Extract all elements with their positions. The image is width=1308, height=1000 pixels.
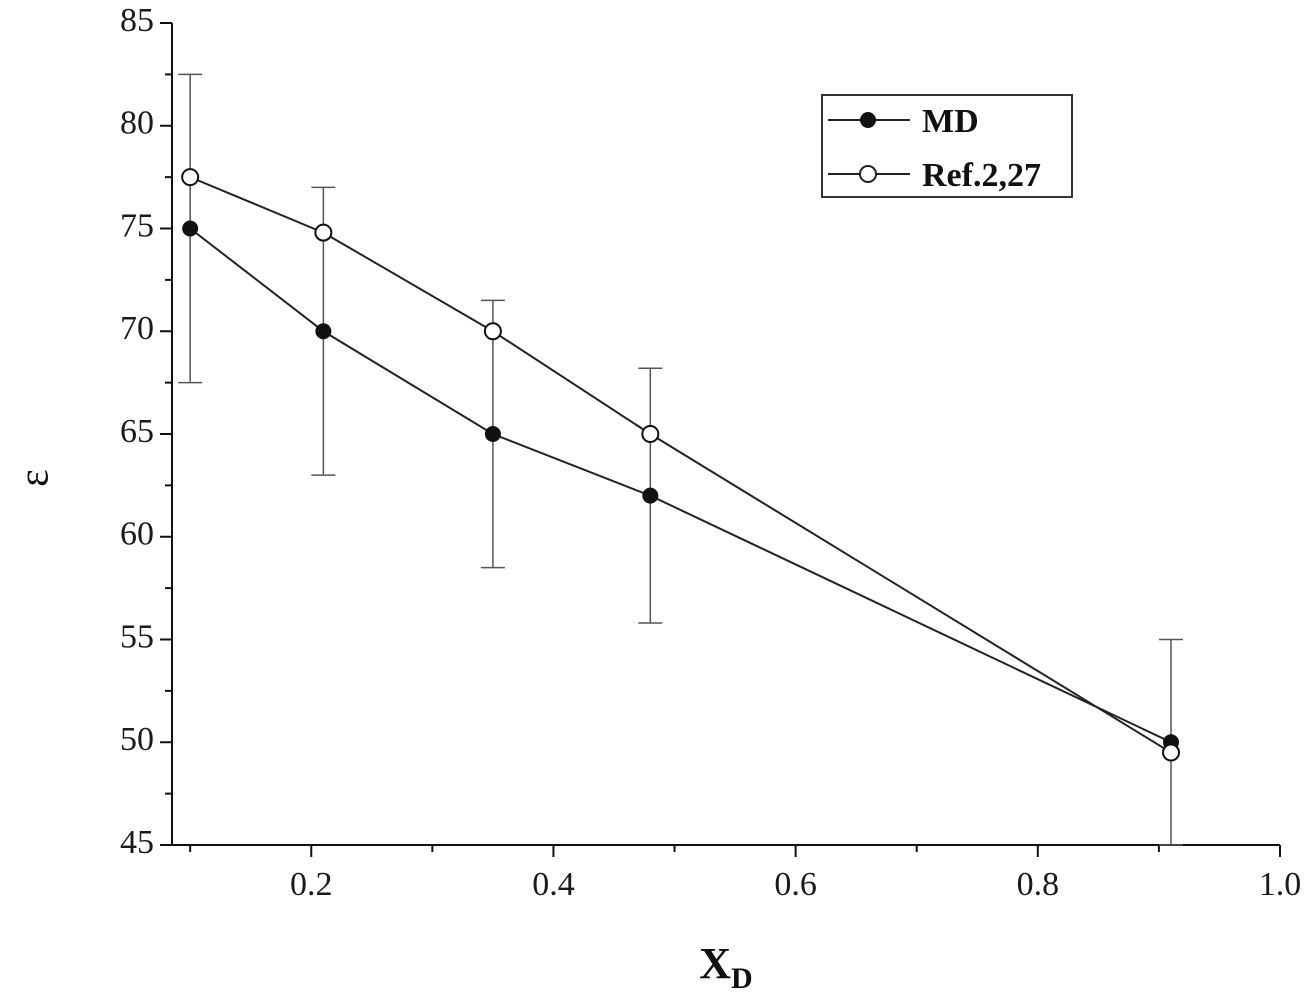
y-tick-label: 60: [120, 516, 154, 553]
data-point-md: [182, 220, 199, 237]
y-tick-label: 50: [120, 721, 154, 758]
data-point-md: [642, 487, 659, 504]
data-point-ref: [314, 223, 333, 242]
series-layer: [178, 73, 1184, 846]
y-tick-label: 70: [120, 310, 154, 347]
legend: MD Ref.2,27: [821, 94, 1073, 198]
data-point-ref: [181, 168, 200, 187]
x-tick-label: 0.4: [532, 866, 575, 903]
y-axis-title: ε: [12, 469, 58, 487]
y-tick-label: 75: [120, 207, 154, 244]
series-points-ref: [181, 168, 1181, 762]
legend-label-ref: Ref.2,27: [922, 157, 1041, 194]
y-tick-label: 80: [120, 105, 154, 142]
legend-label-md: MD: [922, 103, 979, 140]
data-point-ref: [483, 322, 502, 341]
data-point-ref: [641, 425, 660, 443]
x-axis-ticks: 0.2 0.4 0.6 0.8 1.0: [189, 845, 1302, 903]
legend-item-md: MD: [828, 103, 979, 140]
x-tick-label: 1.0: [1259, 866, 1302, 903]
y-tick-label: 45: [120, 824, 154, 861]
x-tick-label: 0.8: [1017, 866, 1060, 903]
series-line-md: [189, 227, 1172, 744]
x-axis-title-subscript: D: [731, 962, 753, 995]
x-axis-title-main: X: [699, 939, 731, 988]
x-tick-label: 0.6: [774, 866, 817, 903]
data-point-md: [315, 323, 332, 340]
data-point-md: [484, 426, 501, 442]
data-point-ref: [1162, 743, 1181, 762]
y-tick-label: 65: [120, 413, 154, 450]
y-tick-label: 55: [120, 618, 154, 655]
y-tick-label: 85: [120, 2, 154, 39]
x-axis-title: XD: [699, 939, 752, 995]
legend-item-ref: Ref.2,27: [828, 157, 1041, 194]
axes: [171, 23, 1280, 846]
legend-marker-ref: [859, 165, 877, 183]
y-axis-ticks: 45 50 55 60 65 70 75 80 85: [120, 2, 172, 861]
series-line-ref: [189, 176, 1172, 754]
x-tick-label: 0.2: [290, 866, 333, 903]
series-points-md: [182, 220, 1180, 751]
legend-marker-md: [860, 112, 876, 128]
